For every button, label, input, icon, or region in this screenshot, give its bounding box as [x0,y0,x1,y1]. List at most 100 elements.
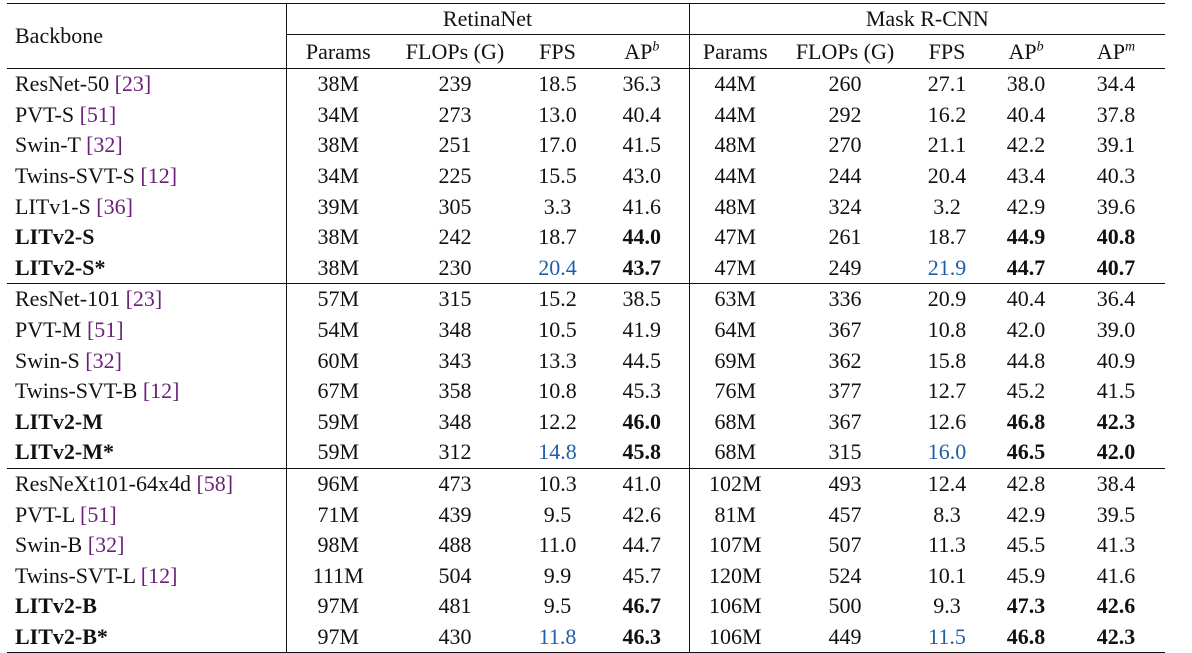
backbone-name: LITv2-S* [15,254,106,280]
mask-rcnn-cell: 43.4 [1006,163,1046,189]
citation-link[interactable]: [36] [96,193,133,219]
mask-rcnn-cell: 449 [781,621,910,653]
retinanet-cell: 38M [285,130,390,161]
citation-link[interactable]: [12] [142,378,180,404]
mask-rcnn-cell: 41.6 [1096,562,1136,588]
mask-rcnn-cell: 42.3 [1096,408,1136,434]
mask-rcnn-cell: 44M [688,67,782,100]
mask-rcnn-cell: 261 [828,224,862,250]
retinanet-cell: 312 [438,439,472,465]
mask-rcnn-cell: 244 [828,163,862,189]
mask-rcnn-cell: 45.2 [1006,378,1046,404]
citation-link[interactable]: [32] [85,347,122,373]
retinanet-cell: 225 [438,163,472,189]
retinanet-cell: 46.7 [622,593,662,619]
retinanet-cell: 60M [285,345,390,376]
retinanet-cell: 38M [285,221,390,253]
mask-rcnn-cell: 45.9 [1006,562,1046,588]
mask-rcnn-cell: 120M [688,560,782,592]
table-row: Twins-SVT-B [12] 67M 358 10.8 45.3 76M 377 12.7… [7,375,1165,407]
retinanet-cell: 36.3 [595,67,690,100]
backbone-cell: PVT-M [51] [7,315,286,346]
backbone-name: Swin-B [15,532,83,558]
retinanet-cell: 315 [390,283,520,315]
citation-link[interactable]: [51] [79,101,117,127]
mask-rcnn-cell: 12.7 [927,378,967,404]
mask-rcnn-cell: 493 [781,467,910,500]
mask-rcnn-cell: 3.2 [933,193,961,219]
retinanet-cell: 348 [438,317,472,343]
retinanet-cell: 10.5 [538,317,577,343]
retinanet-cell: 18.7 [538,224,577,250]
citation-link[interactable]: [32] [87,532,125,558]
mask-rcnn-cell: 16.0 [927,439,967,465]
mask-rcnn-cell: 21.9 [927,254,967,280]
mask-rcnn-cell: 106M [688,621,782,653]
citation-link[interactable]: [23] [125,286,163,312]
mask-rcnn-cell: 47.3 [1006,593,1046,619]
mask-rcnn-cell: 324 [828,193,862,219]
mask-rcnn-header: Mask R-CNN [688,3,1166,35]
retinanet-cell: 54M [285,314,390,346]
mask-rcnn-cell: 38.4 [1067,467,1166,500]
table-row: Twins-SVT-S [12] 34M 225 15.5 43.0 44M 244 20.4… [7,160,1165,192]
retinanet-cell: 10.8 [538,378,577,404]
mask-rcnn-cell: 42.3 [1067,621,1166,653]
retinanet-cell: 239 [390,67,520,100]
mask-rcnn-cell: 76M [688,375,782,407]
table-row: LITv1-S [36] 39M 305 3.3 41.6 48M 324 3.2 42.9 39… [7,191,1165,222]
mask-rcnn-cell: 12.6 [927,408,967,434]
mask-rcnn-cell: 12.4 [909,467,986,500]
retinanet-cell: 13.0 [538,101,577,127]
mask-rcnn-cell: 20.4 [927,163,967,189]
mask-rcnn-cell: 44.7 [1006,254,1046,280]
retinanet-cell: 44.7 [622,532,662,558]
retinanet-cell: 46.0 [622,408,662,434]
retinanet-cell: 71M [285,499,390,530]
mask-rcnn-cell: 20.9 [909,283,986,315]
mask-rcnn-cell: 315 [828,439,862,465]
retinanet-cell: 40.4 [622,101,662,127]
retinanet-cell: 45.8 [622,439,662,465]
citation-link[interactable]: [58] [196,471,234,497]
table-row: ResNet-101 [23] 57M 315 15.2 38.5 63M 336 20.9 4… [7,283,1166,315]
citation-link[interactable]: [51] [80,501,117,527]
citation-link[interactable]: [32] [86,132,123,158]
backbone-cell: LITv1-S [36] [7,191,286,222]
citation-link[interactable]: [23] [114,71,152,97]
mask-rcnn-cell: 47M [688,252,782,284]
mask-rcnn-cell: 11.5 [909,621,986,653]
mask-rcnn-cell: 367 [828,317,862,343]
backbone-cell: ResNet-101 [23] [7,283,286,315]
retinanet-cell: 18.5 [520,67,595,100]
backbone-name: LITv2-B [15,593,97,619]
mask-rcnn-cell: 68M [688,406,782,438]
mask-rcnn-cell: 42.9 [1006,193,1046,219]
retinanet-cell: 43.0 [622,163,662,189]
mask-rcnn-cell: 63M [688,283,782,315]
mask-rcnn-cell: 21.1 [927,132,967,158]
retinanet-cell: 481 [438,593,472,619]
backbone-cell: Twins-SVT-B [12] [7,376,286,407]
citation-link[interactable]: [51] [86,317,124,343]
mask-rcnn-cell: 44M [688,160,782,192]
mask-rcnn-cell: 107M [688,529,782,561]
retinanet-cell: 44.5 [622,347,662,373]
mask-rcnn-cell: 377 [828,378,862,404]
mask-rcnn-cell: 48M [688,130,782,161]
citation-link[interactable]: [12] [140,163,178,189]
mask-rcnn-cell: 46.8 [985,621,1068,653]
mask-rcnn-cell: 457 [828,501,862,527]
mask-rcnn-cell: 40.7 [1096,254,1136,280]
mask-rcnn-cell: 270 [828,132,862,158]
retinanet-cell: 305 [438,193,472,219]
retinanet-cell: 34M [285,99,390,131]
retinanet-cell: 12.2 [538,408,577,434]
backbone-name: LITv2-M* [15,439,114,465]
citation-link[interactable]: [12] [140,562,178,588]
retinanet-cell: 67M [285,375,390,407]
retinanet-cell: 11.8 [520,621,595,653]
backbone-cell: LITv2-B [7,591,286,622]
backbone-cell: LITv2-B* [7,621,286,653]
backbone-cell: Twins-SVT-S [12] [7,161,286,192]
